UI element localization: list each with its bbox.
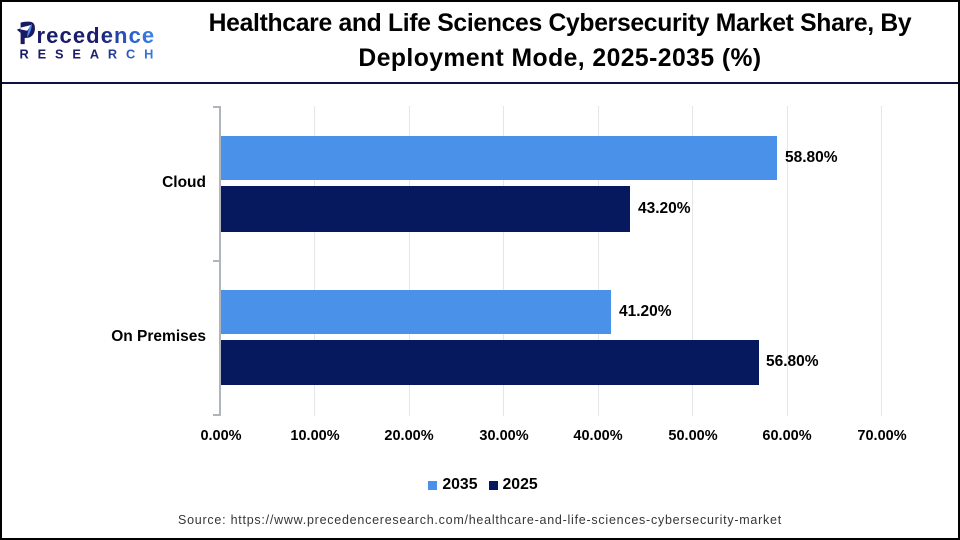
svg-text:recedence: recedence <box>37 23 156 48</box>
svg-text:RESEARCH: RESEARCH <box>20 46 156 61</box>
